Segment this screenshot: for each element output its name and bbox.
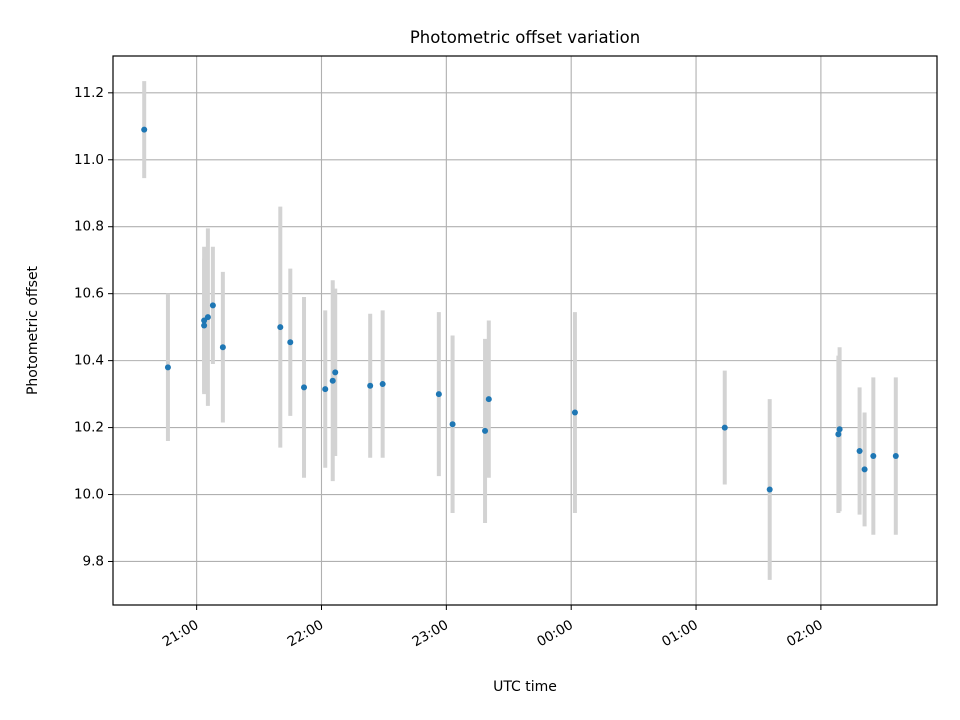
y-tick-label: 10.0: [74, 487, 104, 503]
data-point: [835, 431, 842, 438]
data-point: [301, 384, 308, 391]
x-tick-label: 22:00: [285, 617, 327, 650]
data-point: [367, 382, 374, 389]
data-point: [870, 453, 877, 460]
x-tick-label: 02:00: [784, 617, 826, 650]
data-point: [379, 381, 386, 388]
data-point: [277, 324, 284, 331]
data-point: [164, 364, 171, 371]
data-point: [836, 426, 843, 433]
x-tick-label: 23:00: [409, 617, 451, 650]
data-point: [329, 377, 336, 384]
error-bars: [142, 81, 898, 580]
data-point: [861, 466, 868, 473]
y-tick-label: 11.0: [74, 152, 104, 168]
chart-title: Photometric offset variation: [410, 28, 640, 47]
plot-area-frame: [112, 55, 938, 606]
y-tick-label: 9.8: [83, 553, 104, 569]
axis-ticks: 21:00 22:00 23:00 00:00 01:00 02:00 9.8 10.0 10.…: [74, 85, 826, 650]
data-point: [485, 396, 492, 403]
x-tick-label: 21:00: [160, 617, 202, 650]
data-point: [856, 448, 863, 455]
data-point: [322, 386, 329, 393]
y-tick-label: 10.2: [74, 420, 104, 436]
data-point: [332, 369, 339, 376]
data-point: [449, 421, 456, 428]
data-point: [721, 424, 728, 431]
data-point: [201, 322, 208, 329]
data-point: [766, 486, 773, 493]
data-point: [287, 339, 294, 346]
y-tick-label: 10.4: [74, 353, 104, 369]
data-point: [571, 409, 578, 416]
x-axis-label: UTC time: [493, 679, 557, 695]
data-point: [141, 126, 148, 133]
data-points: [141, 126, 899, 493]
data-point: [204, 314, 211, 321]
y-tick-label: 10.6: [74, 286, 104, 302]
y-axis-label: Photometric offset: [25, 265, 41, 395]
data-point: [219, 344, 226, 351]
x-tick-label: 01:00: [659, 617, 701, 650]
data-point: [482, 427, 489, 434]
data-point: [892, 453, 899, 460]
y-tick-label: 11.2: [74, 85, 104, 101]
x-tick-label: 00:00: [534, 617, 576, 650]
data-point: [435, 391, 442, 398]
data-point: [209, 302, 216, 309]
grid-lines: [113, 56, 937, 605]
y-tick-label: 10.8: [74, 219, 104, 235]
